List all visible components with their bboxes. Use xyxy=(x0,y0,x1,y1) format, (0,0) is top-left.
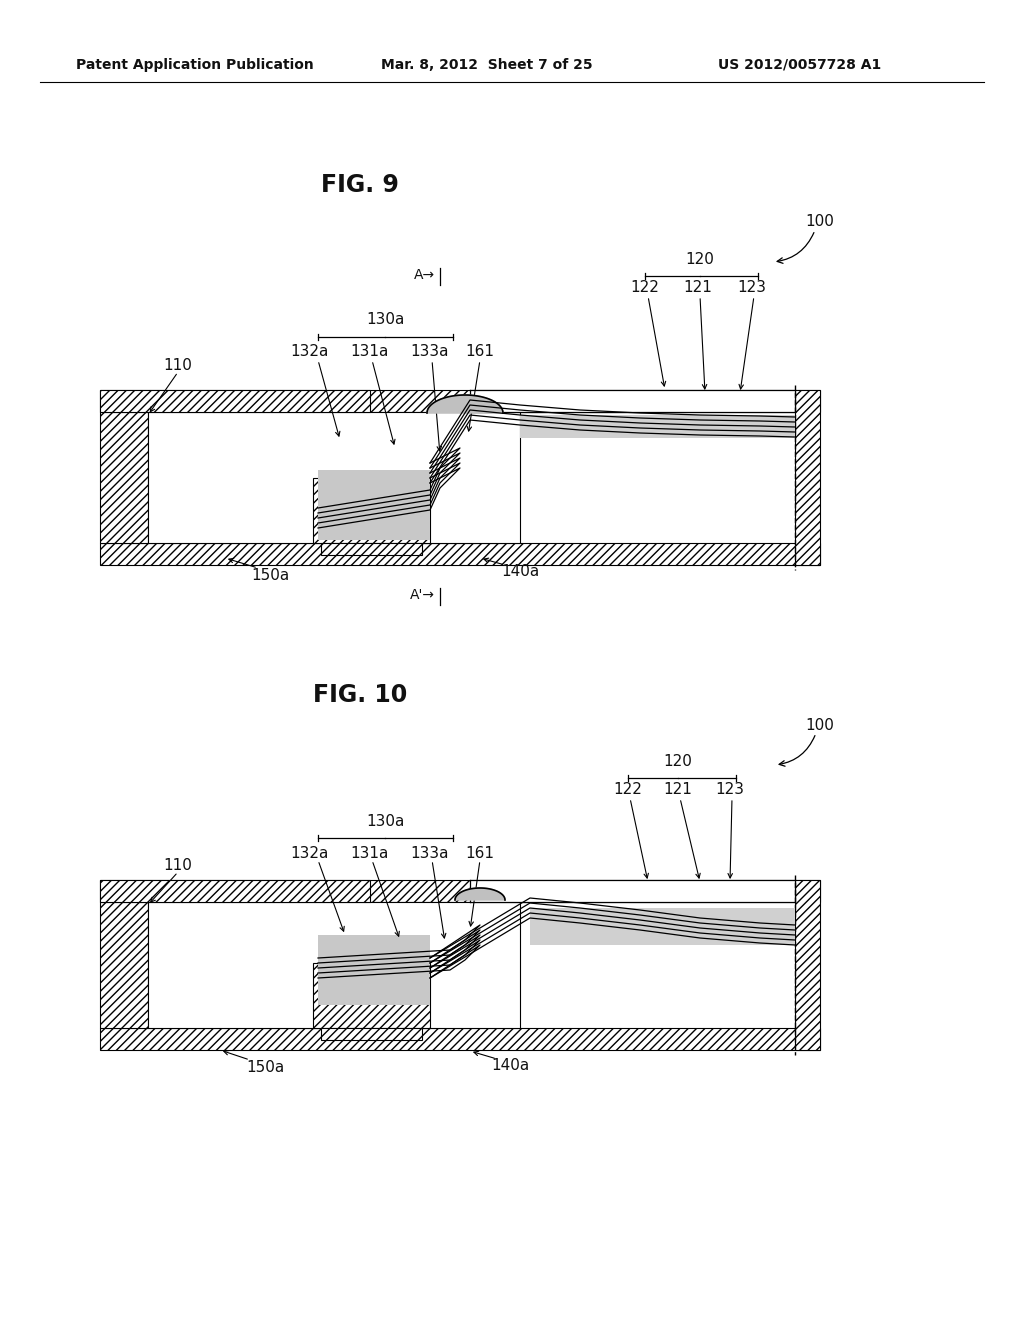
Text: 130a: 130a xyxy=(366,313,404,327)
Text: 132a: 132a xyxy=(291,846,329,861)
Text: 132a: 132a xyxy=(291,345,329,359)
Bar xyxy=(321,543,422,554)
Text: 100: 100 xyxy=(806,214,835,230)
Text: 131a: 131a xyxy=(351,345,389,359)
Bar xyxy=(313,478,430,543)
Bar xyxy=(100,412,148,543)
Text: 100: 100 xyxy=(806,718,835,733)
Text: 161: 161 xyxy=(466,345,495,359)
Text: US 2012/0057728 A1: US 2012/0057728 A1 xyxy=(719,58,882,73)
Text: 123: 123 xyxy=(737,281,767,296)
Polygon shape xyxy=(427,395,503,413)
Bar xyxy=(318,935,430,1005)
Text: 121: 121 xyxy=(664,783,692,797)
Bar xyxy=(313,964,430,1028)
Bar xyxy=(318,470,430,540)
Bar xyxy=(520,414,795,438)
Text: Patent Application Publication: Patent Application Publication xyxy=(76,58,314,73)
Text: 150a: 150a xyxy=(251,568,289,582)
Text: 121: 121 xyxy=(684,281,713,296)
Text: 161: 161 xyxy=(466,846,495,861)
Text: 110: 110 xyxy=(164,858,193,873)
Polygon shape xyxy=(455,888,505,900)
Bar xyxy=(148,902,520,1028)
Bar xyxy=(100,880,820,902)
Bar xyxy=(530,908,795,945)
Text: FIG. 9: FIG. 9 xyxy=(322,173,399,197)
Bar xyxy=(100,389,820,412)
Text: 123: 123 xyxy=(716,783,744,797)
Text: 120: 120 xyxy=(664,755,692,770)
Bar xyxy=(100,1028,820,1049)
Text: 133a: 133a xyxy=(411,345,450,359)
Bar xyxy=(100,543,820,565)
Text: A'→: A'→ xyxy=(410,587,435,602)
Text: 140a: 140a xyxy=(490,1059,529,1073)
Bar xyxy=(100,880,370,902)
Bar xyxy=(470,880,795,902)
Bar xyxy=(100,902,148,1028)
Text: 133a: 133a xyxy=(411,846,450,861)
Bar xyxy=(795,880,820,1049)
Text: A→: A→ xyxy=(414,268,435,282)
Text: 130a: 130a xyxy=(366,814,404,829)
Text: 131a: 131a xyxy=(351,846,389,861)
Text: 122: 122 xyxy=(613,783,642,797)
Bar xyxy=(100,389,370,412)
Text: 110: 110 xyxy=(164,358,193,372)
Text: 150a: 150a xyxy=(246,1060,284,1076)
Text: 122: 122 xyxy=(631,281,659,296)
Bar xyxy=(795,389,820,565)
Text: FIG. 10: FIG. 10 xyxy=(313,682,408,708)
Bar xyxy=(470,389,795,412)
Text: Mar. 8, 2012  Sheet 7 of 25: Mar. 8, 2012 Sheet 7 of 25 xyxy=(381,58,593,73)
Bar xyxy=(321,1028,422,1040)
Text: 140a: 140a xyxy=(501,565,539,579)
Text: 120: 120 xyxy=(685,252,715,268)
Bar xyxy=(148,412,520,543)
